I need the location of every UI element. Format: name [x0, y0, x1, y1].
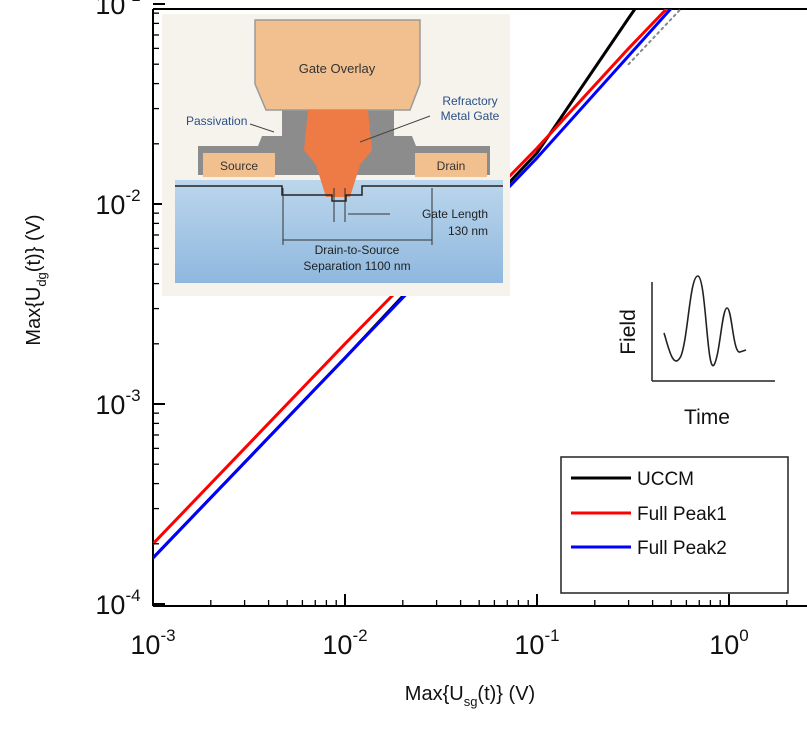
drain-pad	[415, 153, 487, 177]
legend-label-uccm: UCCM	[637, 469, 694, 490]
y-axis-title-sub: dg	[34, 272, 49, 286]
channel-outline	[175, 185, 503, 202]
substrate	[175, 180, 503, 283]
label-refractory-line1: Refractory	[442, 94, 497, 108]
legend-label-full-peak1: Full Peak1	[637, 504, 727, 525]
x-axis-title-rest: (t)} (V)	[477, 683, 535, 705]
series-line-full-peak2	[153, 9, 673, 560]
legend-label-full-peak2: Full Peak2	[637, 538, 727, 559]
y-tick-label: 10-4	[95, 586, 140, 620]
y-tick-label: 10-3	[95, 386, 140, 420]
y-tick-label: 10-2	[95, 186, 140, 220]
label-separation-line2: Separation 1100 nm	[303, 259, 410, 273]
y-tick-label: 10-1	[95, 0, 140, 20]
passivation-leader	[249, 123, 275, 133]
pulse-inset-xlabel: Time	[684, 406, 730, 429]
x-axis-title-sub: sg	[464, 694, 478, 709]
series-line-reference-3	[627, 9, 683, 66]
x-tick-label: 100	[709, 626, 749, 660]
x-axis-title-main: Max{U	[405, 683, 464, 705]
device-cross-section-inset: Gate Overlay Refractory Metal Gate Passi…	[162, 14, 510, 296]
pulse-inset-ylabel: Field	[617, 309, 640, 355]
label-gate-length-line1: Gate Length	[422, 207, 488, 221]
label-gate-length-line2: 130 nm	[448, 224, 488, 238]
label-drain: Drain	[437, 159, 466, 173]
label-source: Source	[220, 159, 258, 173]
label-gate-overlay: Gate Overlay	[299, 61, 376, 76]
legend: UCCM Full Peak1 Full Peak2	[560, 456, 789, 594]
label-refractory-line2: Metal Gate	[441, 109, 500, 123]
y-axis-title: Max{Udg(t)} (V)	[23, 214, 49, 345]
label-separation-line1: Drain-to-Source	[315, 243, 400, 257]
series-layer	[153, 9, 683, 560]
y-axis-title-main: Max{U	[23, 287, 45, 346]
source-pad	[203, 153, 275, 177]
refractory-metal-gate	[304, 110, 372, 197]
refractory-leader	[359, 115, 431, 143]
x-axis-title: Max{Usg(t)} (V)	[405, 683, 535, 709]
pulse-waveform	[663, 275, 747, 367]
x-tick-label: 10-2	[322, 626, 367, 660]
gate-overlay-shape	[254, 19, 421, 111]
legend-box	[560, 456, 789, 594]
x-tick-label: 10-3	[130, 626, 175, 660]
x-tick-label: 10-1	[514, 626, 559, 660]
series-line-full-peak1	[153, 9, 669, 546]
label-passivation: Passivation	[186, 114, 247, 128]
field-pulse-inset: Field Time	[617, 275, 775, 429]
y-axis-title-rest: (t)} (V)	[23, 214, 45, 272]
